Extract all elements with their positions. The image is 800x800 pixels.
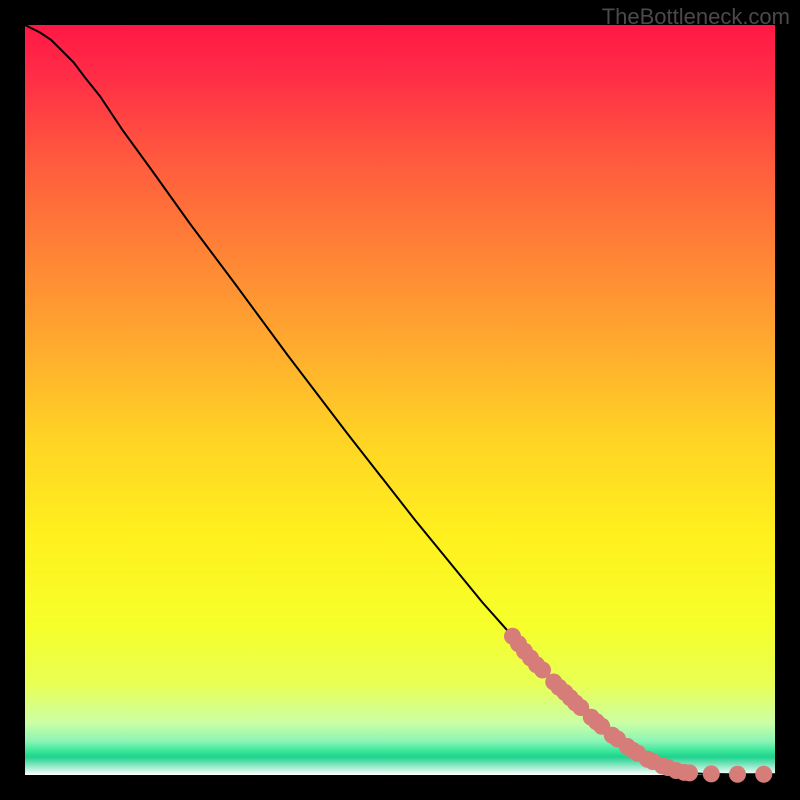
chart-svg: [0, 0, 800, 800]
watermark-text: TheBottleneck.com: [602, 4, 790, 30]
chart-container: TheBottleneck.com: [0, 0, 800, 800]
data-marker: [755, 766, 772, 783]
plot-background-gradient: [25, 25, 775, 775]
data-marker: [729, 766, 746, 783]
data-marker: [681, 764, 698, 781]
data-marker: [703, 765, 720, 782]
